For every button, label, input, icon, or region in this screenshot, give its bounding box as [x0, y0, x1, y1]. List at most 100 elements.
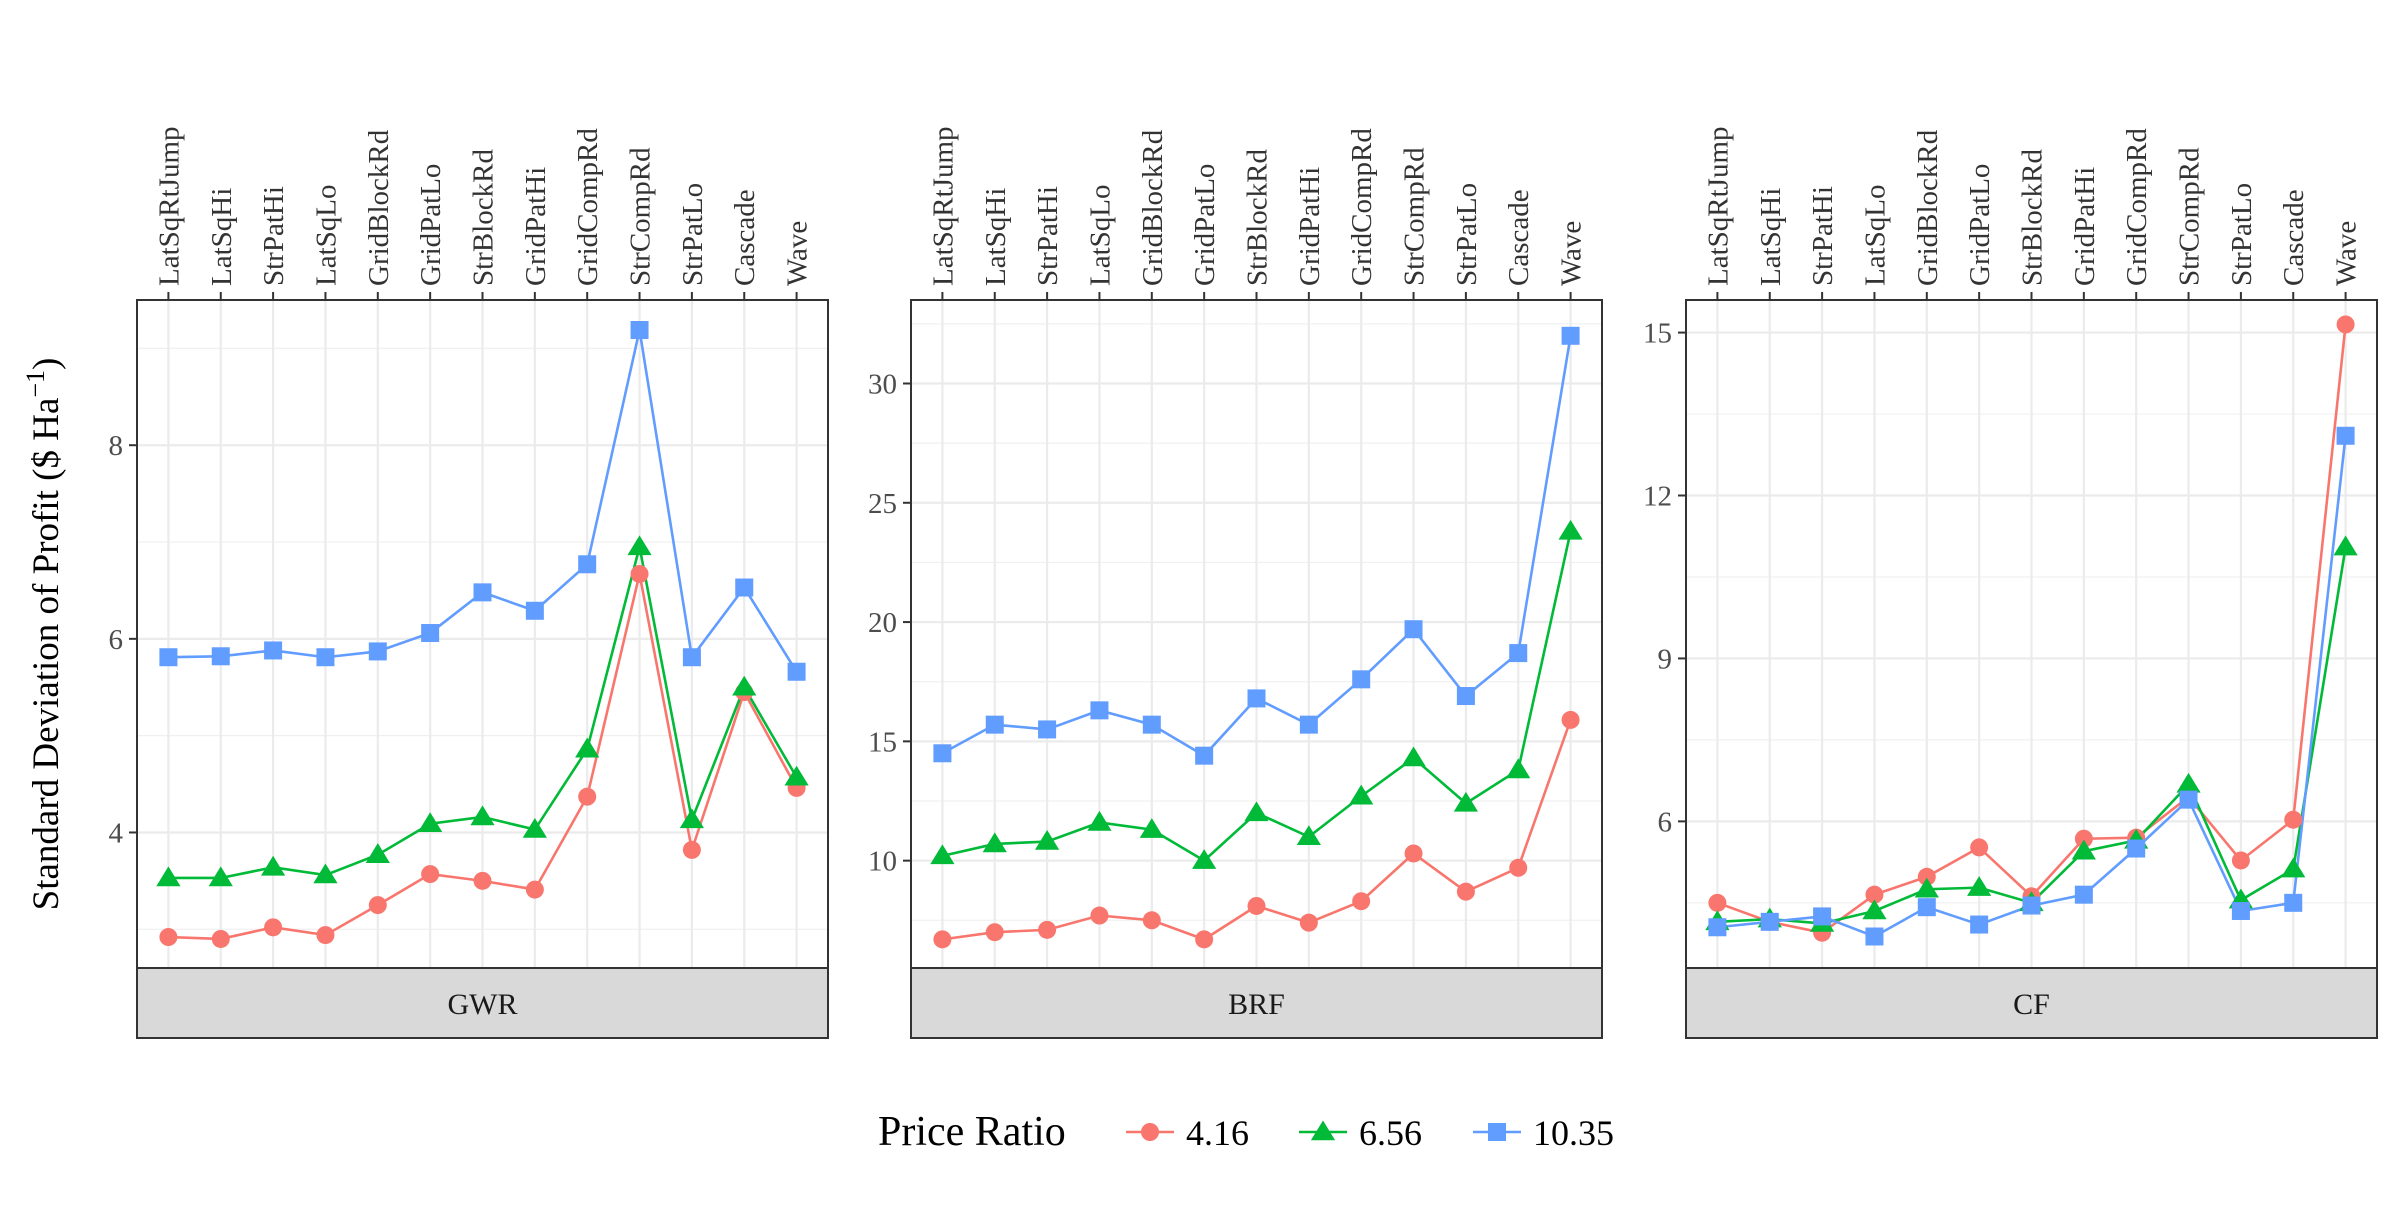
data-point-6.56 — [982, 832, 1007, 853]
data-point-4.16 — [985, 923, 1004, 942]
x-tick-label: StrCompRd — [2174, 147, 2206, 286]
data-point-4.16 — [1247, 896, 1266, 915]
data-point-4.16 — [1917, 867, 1936, 886]
data-point-6.56 — [575, 737, 600, 758]
data-point-4.16 — [1142, 911, 1161, 930]
data-point-4.16 — [1404, 844, 1423, 863]
data-point-4.16 — [264, 918, 283, 937]
data-point-6.56 — [1035, 830, 1060, 850]
x-tick-label: StrPatLo — [1451, 183, 1483, 286]
y-tick-label: 4 — [109, 817, 124, 849]
legend-label: 6.56 — [1359, 1113, 1422, 1153]
x-tick-label: GridPatHi — [520, 167, 552, 286]
y-tick-label: 15 — [868, 726, 897, 758]
data-point-4.16 — [525, 880, 544, 899]
x-tick-label: LatSqRtJump — [1702, 126, 1734, 286]
x-tick-label: LatSqLo — [310, 185, 342, 287]
x-tick-label: GridCompRd — [572, 128, 604, 286]
data-point-4.16 — [1509, 858, 1528, 877]
data-point-4.16 — [1195, 930, 1214, 949]
data-point-10.35 — [421, 624, 440, 643]
data-point-4.16 — [473, 871, 492, 890]
data-point-6.56 — [1558, 519, 1583, 540]
data-point-10.35 — [1865, 927, 1884, 946]
panel-brf: BRF 10 15 20 25 30 LatSqRtJump LatSqHi StrPatHi L… — [868, 126, 1603, 1039]
data-point-10.35 — [1247, 689, 1266, 708]
data-point-6.56 — [627, 535, 652, 556]
data-point-4.16 — [2231, 851, 2250, 870]
data-point-10.35 — [1090, 701, 1109, 720]
y-axis-title-main: Standard Deviation of Profit ($ Ha — [26, 398, 67, 911]
y-tick-label: 6 — [1658, 806, 1673, 838]
data-point-6.56 — [261, 855, 286, 876]
data-point-10.35 — [682, 648, 701, 667]
y-tick-label: 25 — [868, 488, 897, 520]
data-point-10.35 — [1970, 915, 1989, 934]
x-tick-label: GridPatHi — [1294, 167, 1326, 286]
data-point-10.35 — [630, 321, 649, 340]
data-point-10.35 — [933, 744, 952, 763]
data-point-6.56 — [784, 765, 809, 786]
y-tick-label: 20 — [868, 607, 897, 639]
y-tick-label: 30 — [868, 369, 897, 401]
data-point-6.56 — [1967, 876, 1992, 896]
data-point-4.16 — [211, 929, 230, 948]
data-point-4.16 — [1865, 885, 1884, 904]
data-point-10.35 — [2284, 893, 2303, 912]
data-point-10.35 — [1038, 720, 1057, 739]
facet-strip — [910, 967, 1603, 1039]
data-point-4.16 — [1352, 892, 1371, 911]
data-point-6.56 — [2071, 839, 2096, 860]
x-tick-label: GridPatHi — [2069, 167, 2101, 286]
facet-strip-label: CF — [2013, 988, 2050, 1021]
data-point-6.56 — [1087, 810, 1112, 831]
x-tick-label: LatSqHi — [1755, 188, 1787, 286]
data-point-6.56 — [1862, 899, 1887, 920]
data-point-6.56 — [1192, 849, 1217, 869]
y-axis-title-superscript: −1 — [21, 370, 50, 398]
data-point-4.16 — [2074, 829, 2093, 848]
panel-cf: CF 6 9 12 15 LatSqRtJump LatSqHi StrPatHi LatSqL… — [1643, 126, 2378, 1039]
x-tick-label: GridPatLo — [1189, 164, 1221, 286]
x-tick-label: Wave — [782, 221, 814, 286]
data-point-10.35 — [159, 648, 178, 667]
data-point-10.35 — [2022, 896, 2041, 915]
y-tick-label: 12 — [1643, 481, 1672, 513]
x-tick-label: LatSqHi — [980, 188, 1012, 286]
data-point-6.56 — [1401, 746, 1426, 767]
data-point-6.56 — [1349, 784, 1374, 805]
data-point-4.16 — [316, 926, 335, 945]
y-axis-title: Standard Deviation of Profit ($ Ha−1) — [21, 358, 67, 911]
data-point-10.35 — [1509, 644, 1528, 663]
data-point-10.35 — [1195, 746, 1214, 765]
data-point-10.35 — [2231, 901, 2250, 920]
data-point-10.35 — [2179, 790, 2198, 809]
y-tick-label: 9 — [1658, 643, 1673, 675]
x-tick-label: GridCompRd — [2121, 128, 2153, 286]
data-point-6.56 — [156, 866, 181, 887]
x-tick-label: StrPatHi — [1032, 186, 1064, 286]
data-point-10.35 — [1404, 620, 1423, 639]
x-tick-label: LatSqLo — [1859, 185, 1891, 287]
data-point-4.16 — [368, 896, 387, 915]
x-tick-label: StrPatHi — [1807, 186, 1839, 286]
data-point-6.56 — [365, 843, 390, 863]
data-point-6.56 — [2281, 857, 2306, 878]
y-tick-label: 8 — [109, 430, 124, 462]
x-tick-label: LatSqHi — [206, 188, 238, 286]
data-point-4.16 — [159, 928, 178, 947]
data-point-10.35 — [316, 648, 335, 667]
legend-key-marker — [1141, 1123, 1159, 1141]
facet-strip — [1685, 967, 2378, 1039]
legend-key-marker — [1488, 1123, 1506, 1141]
data-point-4.16 — [630, 564, 649, 583]
data-point-4.16 — [2336, 315, 2355, 334]
data-point-10.35 — [1813, 907, 1832, 926]
data-point-6.56 — [732, 675, 757, 696]
data-point-4.16 — [421, 865, 440, 884]
data-point-6.56 — [1914, 877, 1939, 898]
x-tick-label: LatSqRtJump — [927, 126, 959, 286]
data-point-10.35 — [1708, 918, 1727, 937]
